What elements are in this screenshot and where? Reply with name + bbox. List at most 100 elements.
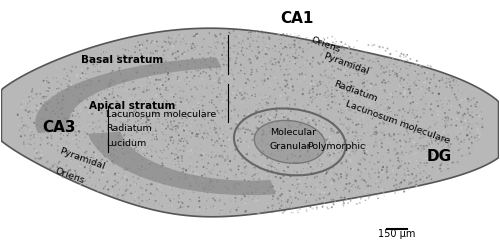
Point — [267, 110, 275, 114]
Point — [258, 113, 266, 117]
Point — [148, 160, 156, 164]
Point — [76, 97, 84, 101]
Point — [110, 157, 118, 161]
Point — [384, 123, 392, 127]
Point — [27, 143, 35, 147]
Point — [61, 170, 69, 174]
Point — [405, 182, 413, 186]
Point — [254, 60, 262, 64]
Point — [328, 129, 336, 133]
Point — [244, 195, 252, 199]
Point — [332, 46, 340, 50]
Point — [337, 122, 345, 126]
Point — [121, 55, 129, 59]
Point — [144, 108, 152, 112]
Point — [172, 157, 180, 161]
Point — [241, 96, 249, 100]
Point — [196, 128, 203, 132]
Point — [50, 124, 58, 128]
Point — [360, 138, 368, 142]
Point — [167, 84, 175, 88]
Point — [131, 195, 139, 199]
Point — [312, 41, 320, 45]
Point — [156, 66, 164, 70]
Point — [221, 202, 229, 206]
Point — [76, 181, 84, 185]
Point — [272, 134, 280, 138]
Point — [294, 184, 302, 188]
Point — [318, 51, 326, 55]
Point — [176, 56, 184, 60]
Point — [424, 87, 432, 91]
Point — [467, 93, 475, 97]
Point — [256, 30, 264, 34]
Point — [184, 108, 192, 112]
Point — [360, 151, 368, 155]
Point — [168, 204, 176, 208]
Point — [116, 137, 124, 141]
Point — [100, 166, 108, 170]
Point — [216, 76, 224, 80]
Point — [396, 165, 404, 169]
Point — [156, 78, 164, 82]
Point — [361, 146, 369, 150]
Point — [136, 152, 143, 156]
Point — [158, 204, 166, 208]
Point — [412, 174, 420, 178]
Point — [398, 87, 406, 91]
Point — [416, 161, 424, 165]
Point — [278, 113, 286, 117]
Point — [286, 195, 294, 199]
Point — [366, 58, 374, 62]
Point — [239, 140, 247, 144]
Point — [474, 134, 482, 137]
Point — [251, 166, 259, 170]
Point — [288, 107, 296, 111]
Point — [144, 130, 152, 134]
Point — [346, 66, 354, 70]
Point — [291, 134, 299, 138]
Point — [138, 42, 146, 46]
Point — [354, 191, 362, 195]
Point — [448, 118, 456, 122]
Point — [310, 73, 318, 76]
Point — [264, 170, 272, 174]
Point — [384, 107, 392, 111]
Point — [72, 172, 80, 176]
Point — [406, 106, 413, 110]
Point — [223, 172, 231, 176]
Point — [275, 201, 283, 205]
Point — [138, 186, 146, 190]
Point — [296, 122, 304, 126]
Point — [384, 151, 392, 155]
Point — [176, 204, 184, 208]
Point — [321, 98, 329, 102]
Point — [44, 112, 52, 116]
Point — [340, 65, 348, 69]
Point — [90, 171, 98, 174]
Point — [86, 78, 94, 82]
Point — [216, 93, 224, 97]
Point — [44, 105, 52, 109]
Point — [387, 140, 395, 144]
Point — [391, 70, 399, 74]
Point — [378, 61, 386, 65]
Point — [129, 80, 137, 84]
Point — [256, 50, 264, 54]
Point — [166, 170, 174, 174]
Point — [248, 138, 256, 142]
Point — [146, 176, 154, 180]
Point — [346, 144, 354, 148]
Point — [306, 159, 314, 163]
Point — [96, 65, 104, 69]
Point — [98, 108, 106, 112]
Point — [425, 86, 433, 90]
Point — [362, 50, 370, 54]
Point — [344, 100, 352, 104]
Point — [160, 83, 168, 87]
Point — [156, 151, 164, 155]
Point — [263, 172, 271, 176]
Point — [217, 40, 225, 44]
Point — [143, 183, 151, 186]
Point — [436, 86, 444, 89]
